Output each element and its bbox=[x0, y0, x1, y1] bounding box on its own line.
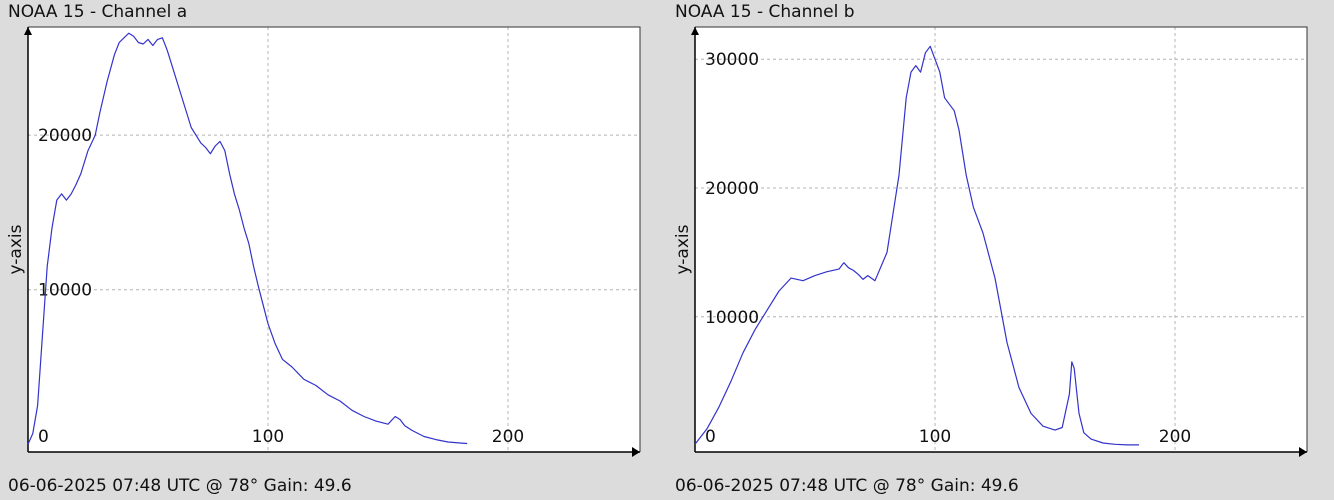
x-tick-label: 100 bbox=[919, 427, 951, 447]
series-line bbox=[27, 32, 468, 445]
chart-plot-b: 0 100 200 10000 20000 30000 y-axis bbox=[673, 26, 1308, 457]
x-tick-label: 200 bbox=[1159, 427, 1191, 447]
y-axis-arrow bbox=[24, 27, 32, 35]
x-tick-label: 200 bbox=[492, 427, 524, 447]
y-tick-label: 10000 bbox=[705, 308, 759, 328]
chart-title: NOAA 15 - Channel b bbox=[675, 2, 855, 22]
plot-area bbox=[28, 27, 640, 452]
plot-frame bbox=[695, 26, 1308, 452]
y-tick-label: 20000 bbox=[38, 126, 92, 146]
chart-plot-a: 0 100 200 10000 20000 y-axis bbox=[6, 26, 641, 457]
y-axis-label: y-axis bbox=[673, 224, 693, 274]
series-line bbox=[694, 45, 1139, 446]
x-axis-arrow bbox=[1299, 447, 1307, 457]
y-tick-label: 10000 bbox=[38, 281, 92, 301]
x-tick-label: 100 bbox=[252, 427, 284, 447]
y-axis-label: y-axis bbox=[6, 224, 26, 274]
chart-panel-a: NOAA 15 - Channel a 0 100 200 10000 20000 y-a… bbox=[6, 2, 641, 496]
y-tick-label: 30000 bbox=[705, 50, 759, 70]
chart-panel-b: NOAA 15 - Channel b 0 100 200 10000 20000 300… bbox=[667, 0, 1334, 500]
chart-footer: 06-06-2025 07:48 UTC @ 78° Gain: 49.6 bbox=[8, 476, 352, 496]
plot-area bbox=[695, 27, 1307, 452]
x-tick-label: 0 bbox=[705, 427, 716, 447]
x-tick-label: 0 bbox=[38, 427, 49, 447]
plot-frame bbox=[28, 26, 641, 452]
chart-footer: 06-06-2025 07:48 UTC @ 78° Gain: 49.6 bbox=[675, 476, 1019, 496]
y-tick-label: 20000 bbox=[705, 179, 759, 199]
chart-title: NOAA 15 - Channel a bbox=[8, 2, 188, 22]
x-axis-arrow bbox=[632, 447, 640, 457]
y-axis-arrow bbox=[691, 27, 699, 35]
